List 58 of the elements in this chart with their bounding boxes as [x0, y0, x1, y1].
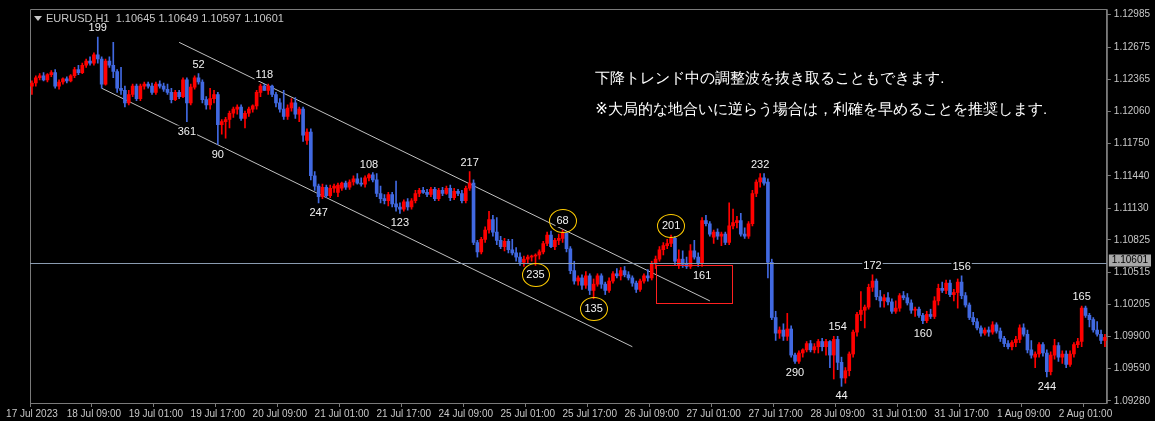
annotation: ※大局的な地合いに逆らう場合は，利確を早めることを推奨します. [595, 100, 1048, 118]
y-tick-label: 1.11130 [1113, 201, 1149, 213]
annotation: 68 [556, 214, 569, 226]
annotation: 199 [88, 21, 107, 34]
y-tick-label: 1.12985 [1113, 8, 1151, 20]
annotation: 90 [211, 147, 224, 160]
annotation: 156 [952, 259, 971, 272]
annotation: 44 [835, 389, 848, 402]
annotation: 290 [785, 366, 805, 379]
ref-line-label: 1.10601 [1111, 254, 1149, 266]
x-tick-label: 28 Jul 09:00 [810, 407, 866, 419]
annotation: 247 [309, 205, 328, 218]
x-tick-label: 24 Jul 09:00 [438, 407, 494, 419]
y-tick-label: 1.10515 [1113, 265, 1151, 277]
y-tick-label: 1.12060 [1113, 104, 1151, 116]
y-tick-label: 1.12365 [1113, 73, 1151, 85]
annotation: 235 [526, 268, 545, 281]
x-tick-label: 18 Jul 09:00 [66, 407, 122, 419]
y-tick-label: 1.11440 [1113, 169, 1150, 181]
x-tick-label: 19 Jul 01:00 [128, 407, 184, 419]
x-tick-label: 2 Aug 01:00 [1058, 407, 1113, 419]
annotation: 135 [584, 301, 603, 314]
x-tick-label: 27 Jul 17:00 [748, 407, 804, 419]
candlestick [913, 306, 917, 317]
annotation: 244 [1037, 379, 1056, 392]
y-tick-label: 1.09590 [1113, 362, 1151, 374]
annotation: 217 [460, 155, 479, 168]
annotation: 123 [390, 216, 410, 229]
annotation: 201 [661, 219, 681, 232]
y-tick-label: 1.12675 [1113, 40, 1151, 52]
annotation: 161 [692, 269, 712, 282]
x-tick-label: 26 Jul 09:00 [624, 407, 680, 419]
x-tick-label: 1 Aug 09:00 [996, 407, 1051, 419]
annotation: 160 [913, 326, 933, 339]
x-tick-label: 31 Jul 17:00 [934, 407, 990, 419]
x-tick-label: 17 Jul 2023 [6, 407, 59, 419]
x-tick-label: 21 Jul 17:00 [376, 407, 432, 419]
annotation: 52 [192, 57, 205, 70]
annotation: 154 [828, 320, 847, 333]
x-tick-label: 20 Jul 09:00 [252, 407, 308, 419]
annotation: 118 [255, 68, 274, 81]
x-tick-label: 25 Jul 17:00 [562, 407, 618, 419]
x-tick-label: 27 Jul 01:00 [686, 407, 742, 419]
y-tick-label: 1.09280 [1113, 394, 1151, 406]
x-tick-label: 19 Jul 17:00 [190, 407, 246, 419]
y-tick-label: 1.11750 [1113, 137, 1150, 149]
annotation: 165 [1072, 290, 1091, 303]
x-tick-label: 25 Jul 01:00 [500, 407, 556, 419]
x-tick-label: 31 Jul 01:00 [872, 407, 928, 419]
annotation: 232 [750, 157, 770, 170]
y-tick-label: 1.09900 [1113, 330, 1151, 342]
annotation: 172 [863, 258, 882, 271]
y-tick-label: 1.10825 [1113, 233, 1151, 245]
annotation: 361 [177, 124, 197, 137]
annotation: 108 [359, 157, 379, 170]
y-tick-label: 1.10205 [1113, 298, 1151, 310]
annotation: 下降トレンド中の調整波を抜き取ることもできます. [595, 69, 945, 87]
x-tick-label: 21 Jul 01:00 [314, 407, 370, 419]
